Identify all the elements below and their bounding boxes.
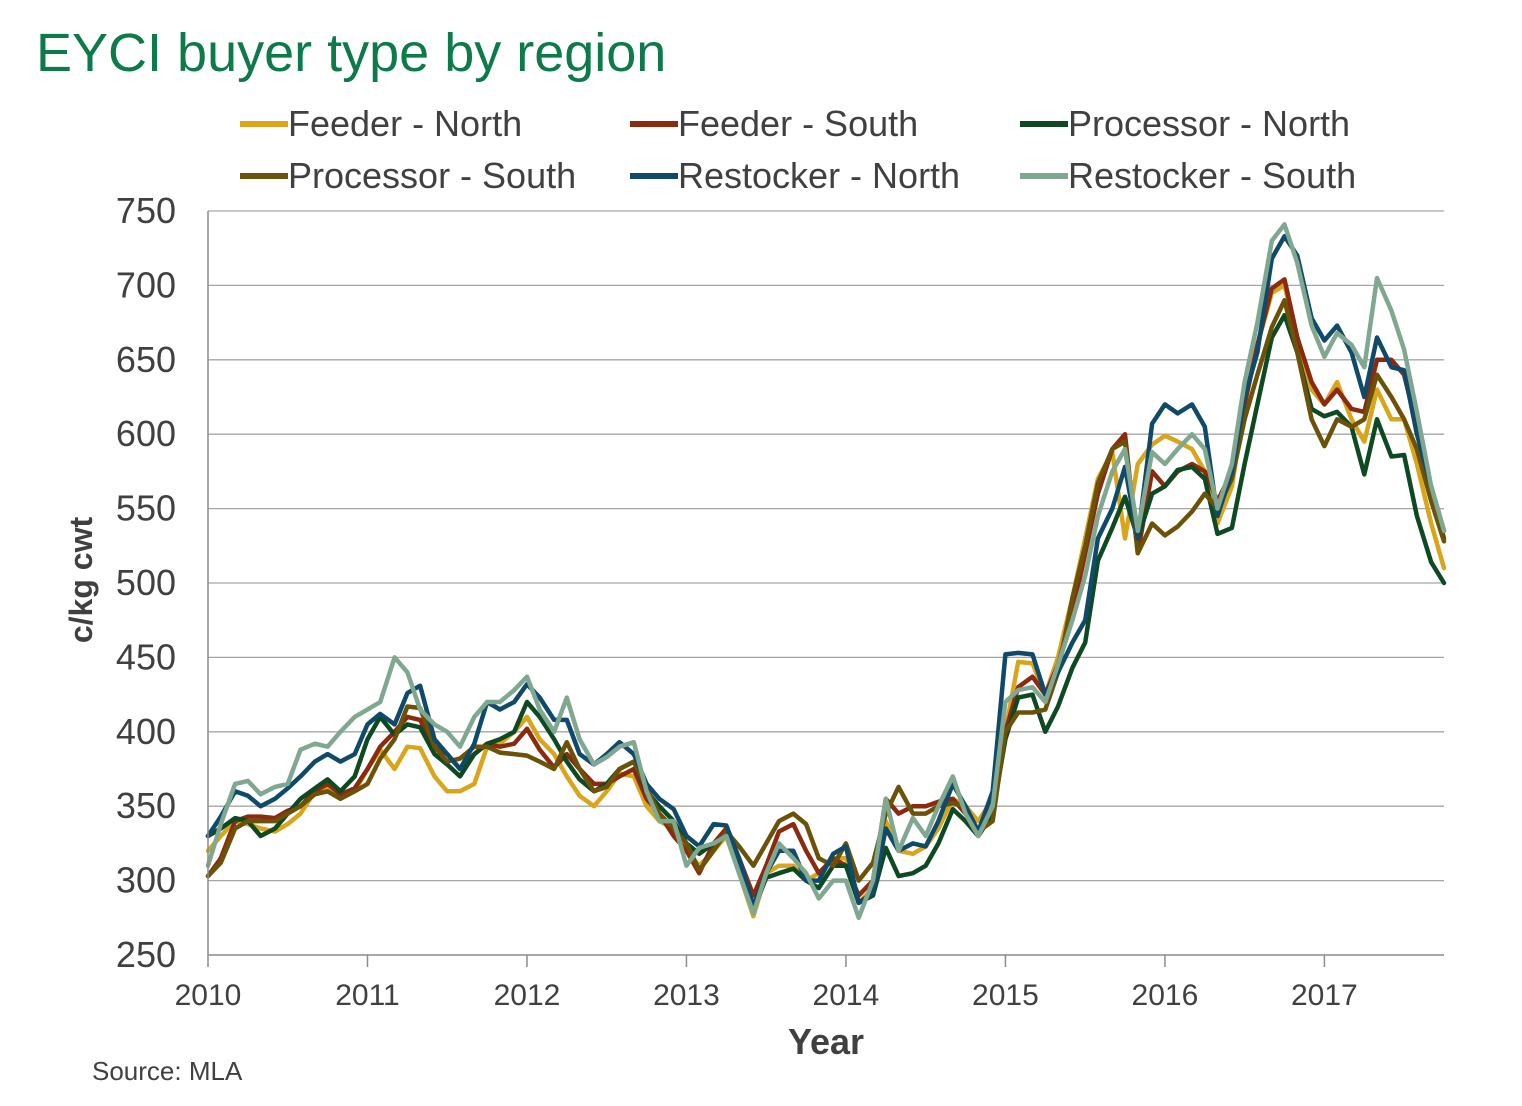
legend-label: Processor - South: [288, 155, 577, 196]
y-axis-ticks: 250 300 350 400 450 500 550 600 650 700 750: [116, 190, 176, 975]
x-tick-label: 2015: [972, 979, 1039, 1012]
y-tick-label: 400: [116, 711, 176, 752]
legend-label: Processor - North: [1068, 103, 1351, 144]
legend-swatch-feeder-north: [240, 121, 288, 127]
y-tick-label: 500: [116, 562, 176, 603]
y-tick-label: 650: [116, 339, 176, 380]
y-tick-label: 750: [116, 190, 176, 231]
axes: [207, 211, 1444, 956]
y-axis-title: c/kg cwt: [63, 517, 99, 644]
legend-item-processor-south: Processor - South: [240, 152, 576, 200]
legend-swatch-feeder-south: [630, 121, 678, 127]
x-tick-label: 2013: [653, 979, 720, 1012]
series-line-processor-north: [205, 312, 1447, 913]
y-tick-label: 600: [116, 413, 176, 454]
source-note: Source: MLA: [92, 1056, 243, 1086]
y-tick-label: 700: [116, 264, 176, 305]
x-tick-label: 2016: [1132, 979, 1199, 1012]
legend-label: Restocker - South: [1068, 155, 1357, 196]
y-tick-label: 350: [116, 785, 176, 826]
y-tick-label: 550: [116, 488, 176, 529]
series-line-processor-south: [205, 298, 1447, 883]
x-tick-label: 2010: [175, 979, 242, 1012]
legend-label: Feeder - North: [288, 103, 523, 144]
x-axis-title: Year: [788, 1021, 864, 1062]
legend-swatch-restocker-north: [630, 173, 678, 179]
legend-item-processor-north: Processor - North: [1020, 100, 1350, 148]
x-axis-ticks: 2010 2011 2012 2013 2014 2015 2016 2017: [175, 955, 1358, 1012]
x-tick-label: 2011: [335, 979, 400, 1012]
series-line-feeder-north: [205, 283, 1447, 919]
y-tick-label: 450: [116, 636, 176, 677]
series-lines: [205, 222, 1447, 921]
series-line-restocker-north: [205, 234, 1447, 909]
series-line-restocker-south: [205, 222, 1447, 921]
legend-swatch-restocker-south: [1020, 173, 1068, 179]
y-tick-label: 250: [116, 934, 176, 975]
chart-legend: Feeder - North Feeder - South Processor …: [240, 100, 1440, 204]
legend-item-feeder-north: Feeder - North: [240, 100, 522, 148]
legend-label: Feeder - South: [678, 103, 919, 144]
legend-swatch-processor-south: [240, 173, 288, 179]
legend-item-feeder-south: Feeder - South: [630, 100, 918, 148]
legend-label: Restocker - North: [678, 155, 961, 196]
legend-swatch-processor-north: [1020, 121, 1068, 127]
x-tick-label: 2012: [494, 979, 561, 1012]
legend-item-restocker-north: Restocker - North: [630, 152, 960, 200]
x-tick-label: 2014: [813, 979, 880, 1012]
y-tick-label: 300: [116, 860, 176, 901]
legend-item-restocker-south: Restocker - South: [1020, 152, 1356, 200]
chart-title: EYCI buyer type by region: [36, 23, 667, 83]
x-tick-label: 2017: [1291, 979, 1358, 1012]
